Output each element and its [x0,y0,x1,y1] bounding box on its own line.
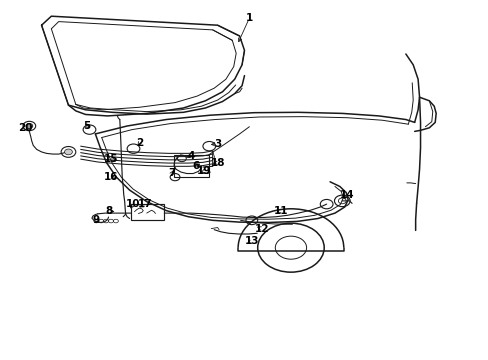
Text: 15: 15 [104,154,119,164]
Bar [173,155,208,177]
Text: 4: 4 [186,151,194,161]
Text: 8: 8 [105,206,112,216]
Text: 12: 12 [254,224,268,234]
Bar [131,204,164,220]
Text: 6: 6 [192,161,199,171]
Text: 16: 16 [104,172,119,182]
Text: 17: 17 [137,199,152,210]
Text: 2: 2 [136,138,142,148]
Text: 14: 14 [339,190,354,200]
Text: 19: 19 [197,166,211,176]
Circle shape [64,149,72,155]
Text: 10: 10 [126,199,141,210]
Text: 5: 5 [83,121,90,131]
Text: 13: 13 [244,236,259,246]
Text: 1: 1 [245,13,252,23]
Text: 18: 18 [210,158,224,168]
Text: 11: 11 [273,206,288,216]
Circle shape [26,123,33,129]
Text: 7: 7 [168,168,176,178]
Text: 3: 3 [214,139,221,149]
Text: 9: 9 [92,215,99,225]
Text: 20: 20 [18,123,33,133]
